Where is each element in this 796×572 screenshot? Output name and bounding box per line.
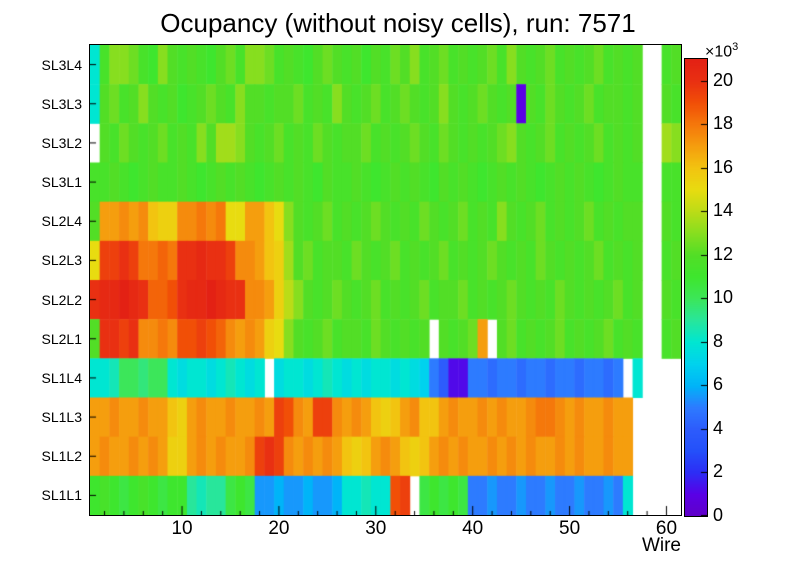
row-label-sl3l2: SL3L2 — [41, 134, 82, 151]
x-tick-label-20: 20 — [268, 518, 290, 539]
colorbar-tick-label-16: 16 — [713, 156, 734, 177]
row-label-sl1l3: SL1L3 — [41, 409, 82, 426]
row-label-sl3l3: SL3L3 — [41, 95, 82, 112]
row-label-sl2l2: SL2L2 — [41, 291, 82, 308]
x-tick-label-50: 50 — [559, 518, 581, 539]
x-tick-label-60: 60 — [655, 518, 678, 539]
row-label-sl1l1: SL1L1 — [41, 487, 82, 504]
colorbar — [684, 58, 708, 517]
chart-title: Ocupancy (without noisy cells), run: 757… — [160, 8, 636, 38]
colorbar-tick-label-4: 4 — [713, 417, 724, 438]
plot-frame — [89, 44, 682, 516]
heatmap-canvas — [90, 45, 681, 515]
row-label-sl3l4: SL3L4 — [41, 56, 82, 73]
colorbar-tick-label-10: 10 — [713, 287, 734, 308]
colorbar-tick-label-18: 18 — [713, 113, 734, 134]
colorbar-tick-label-20: 20 — [713, 69, 734, 90]
x-tick-label-30: 30 — [365, 518, 387, 539]
x-tick-label-40: 40 — [462, 518, 484, 539]
row-label-sl2l4: SL2L4 — [41, 213, 82, 230]
row-label-sl3l1: SL3L1 — [41, 174, 82, 191]
colorbar-tick-label-0: 0 — [713, 505, 724, 525]
colorbar-tick-label-12: 12 — [713, 243, 734, 264]
exponent-power: 3 — [732, 41, 739, 53]
row-label-sl2l1: SL2L1 — [41, 330, 82, 347]
exponent-base: ×10 — [705, 43, 733, 61]
row-label-sl1l2: SL1L2 — [41, 448, 82, 465]
colorbar-tick-label-14: 14 — [713, 200, 734, 221]
row-label-sl1l4: SL1L4 — [41, 369, 82, 386]
colorbar-tick-label-8: 8 — [713, 330, 724, 351]
colorbar-exponent: ×103 — [705, 38, 738, 61]
colorbar-canvas — [685, 59, 707, 516]
colorbar-tick-label-2: 2 — [713, 461, 724, 482]
x-axis-title: Wire — [641, 535, 681, 556]
row-label-sl2l3: SL2L3 — [41, 252, 82, 269]
colorbar-tick-label-6: 6 — [713, 374, 724, 395]
x-tick-label-10: 10 — [171, 518, 193, 539]
